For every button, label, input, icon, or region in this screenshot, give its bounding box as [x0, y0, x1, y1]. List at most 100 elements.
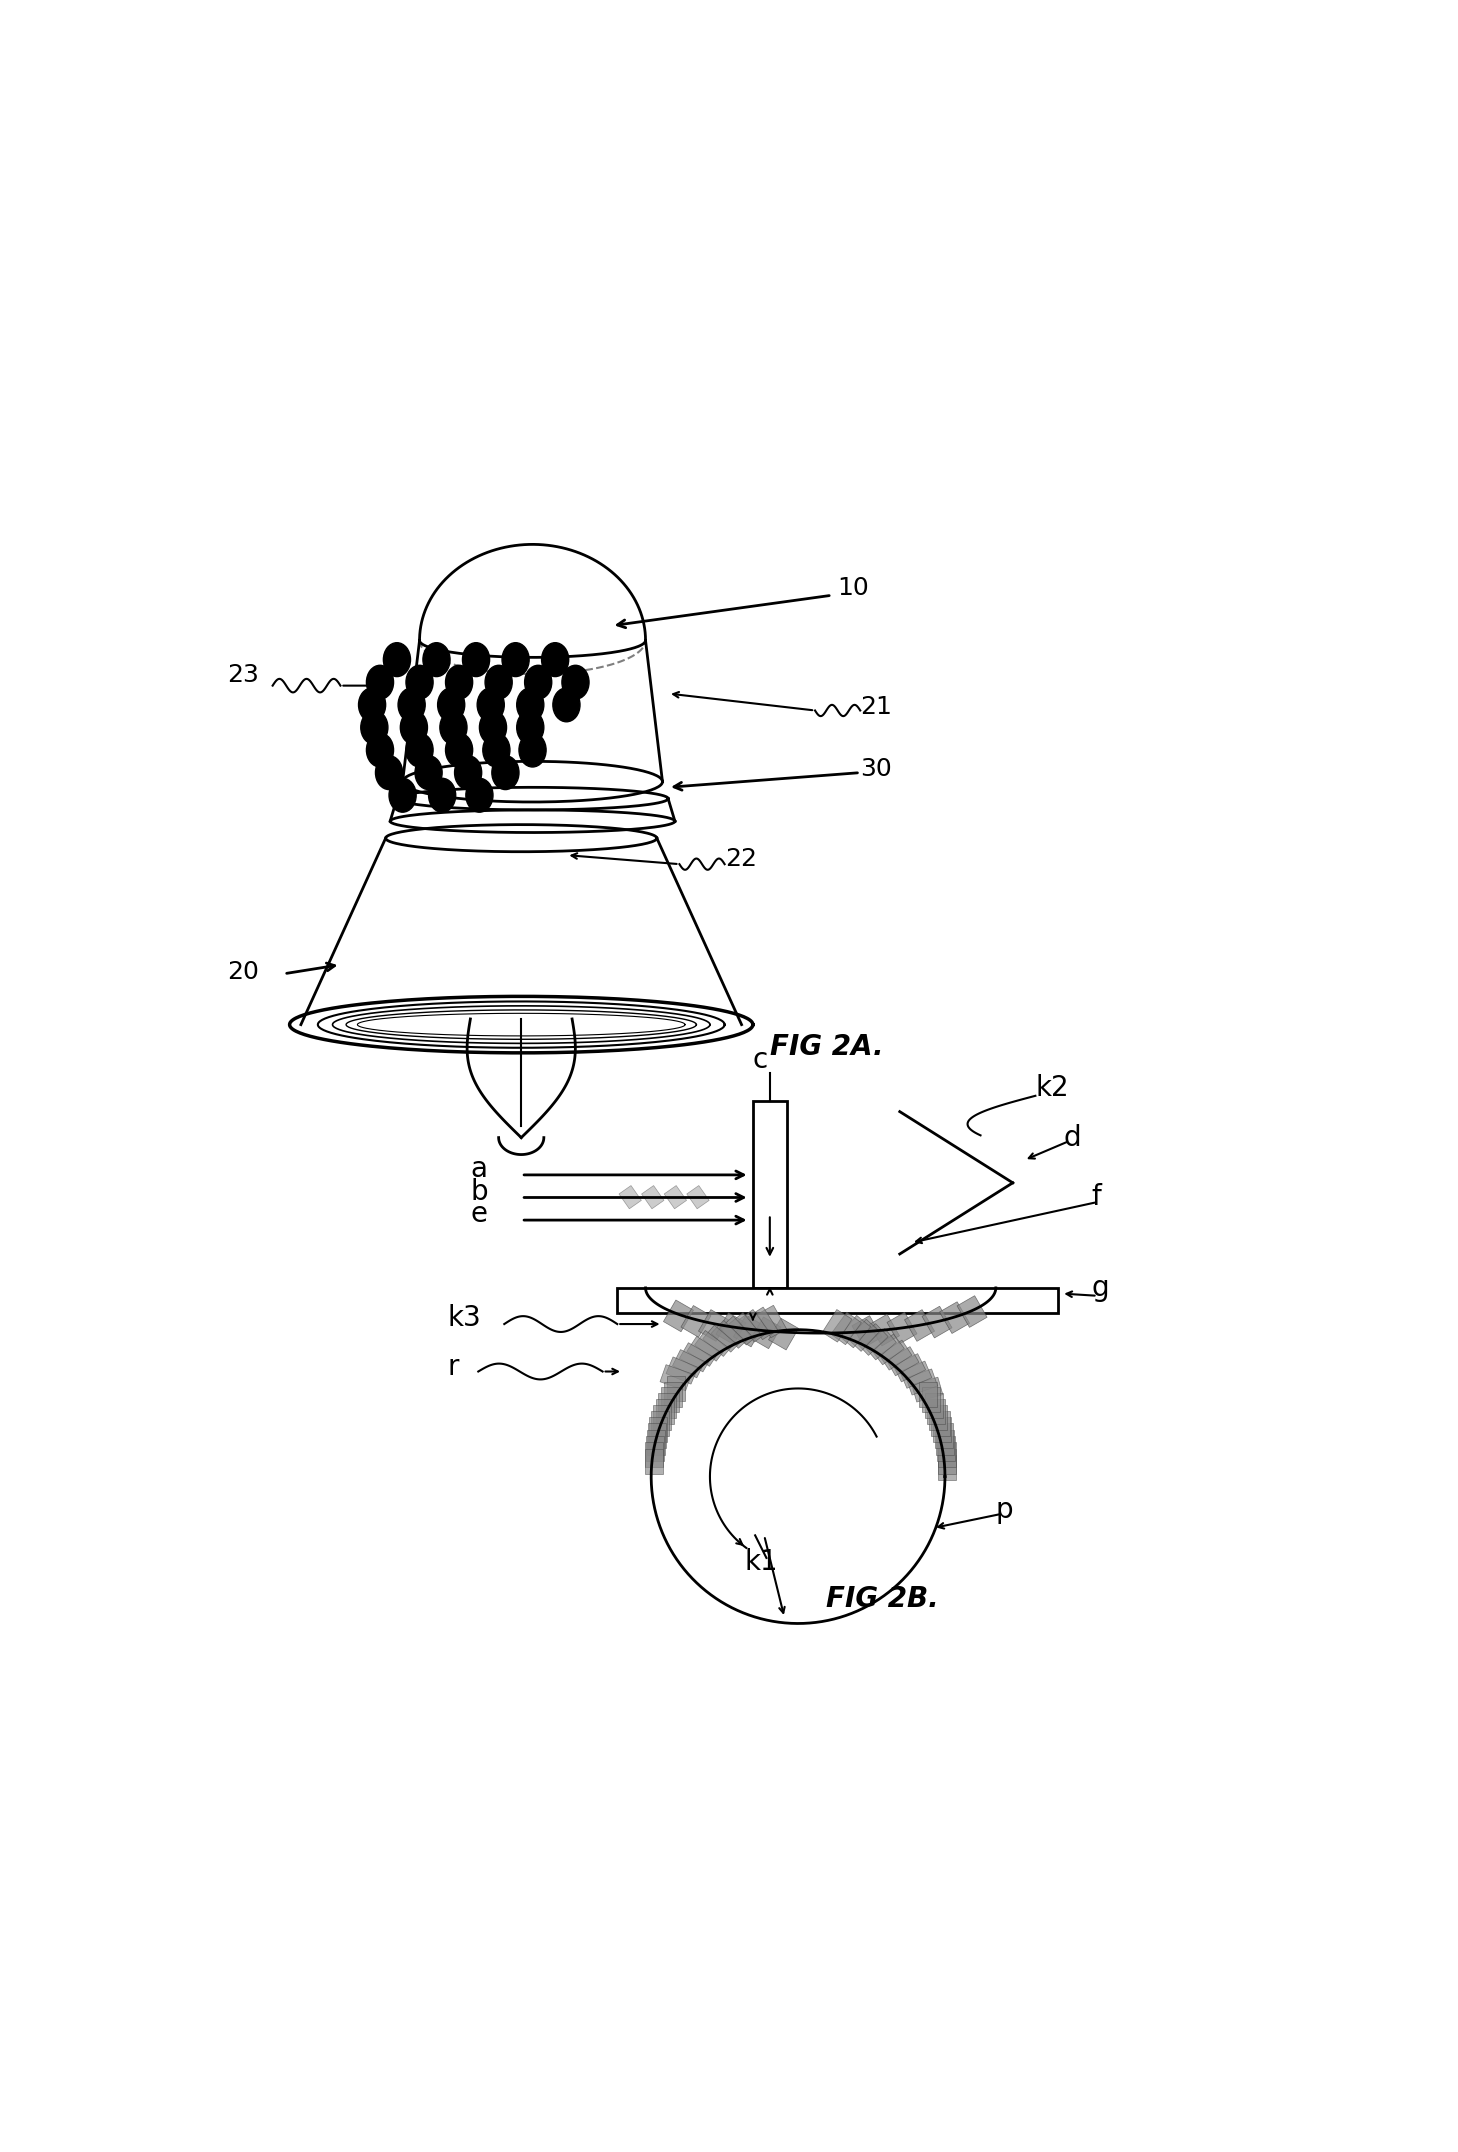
Bar [687, 1186, 709, 1209]
Ellipse shape [483, 734, 510, 766]
Ellipse shape [455, 755, 481, 790]
Bar [703, 1326, 735, 1356]
Bar [886, 1347, 919, 1375]
Bar [694, 1330, 728, 1362]
Bar [663, 1300, 694, 1332]
Bar [672, 1349, 704, 1377]
Ellipse shape [376, 755, 402, 790]
Text: f: f [1092, 1184, 1102, 1212]
Text: 21: 21 [860, 695, 892, 719]
Text: d: d [1064, 1123, 1082, 1151]
Bar [924, 1392, 942, 1418]
Ellipse shape [516, 710, 544, 745]
Bar [758, 1306, 787, 1339]
Ellipse shape [480, 710, 506, 745]
Ellipse shape [366, 665, 394, 699]
Bar [738, 1308, 768, 1343]
Bar [937, 1442, 955, 1468]
Bar [663, 1382, 682, 1407]
Bar [921, 1306, 952, 1339]
Bar [716, 1313, 746, 1345]
Ellipse shape [440, 710, 467, 745]
Ellipse shape [462, 643, 490, 676]
Bar [681, 1306, 712, 1336]
Bar [840, 1315, 870, 1347]
Ellipse shape [467, 779, 493, 811]
Bar [939, 1302, 970, 1334]
Text: FIG 2A.: FIG 2A. [770, 1033, 884, 1061]
Text: 20: 20 [227, 960, 260, 983]
Bar [879, 1341, 911, 1371]
Bar [936, 1429, 954, 1455]
Bar [894, 1354, 926, 1382]
Bar [911, 1377, 943, 1403]
Bar [644, 1448, 662, 1474]
Bar [712, 1321, 744, 1351]
Ellipse shape [405, 734, 433, 766]
Bar [904, 1311, 935, 1341]
Ellipse shape [519, 734, 547, 766]
Bar [666, 1358, 698, 1384]
Bar [849, 1319, 879, 1351]
Text: 10: 10 [837, 577, 869, 600]
Bar [620, 1186, 642, 1209]
Text: g: g [1092, 1274, 1110, 1302]
Ellipse shape [525, 665, 551, 699]
Bar [872, 1334, 904, 1364]
Text: 22: 22 [725, 848, 757, 872]
Bar [905, 1369, 937, 1394]
Bar [937, 1455, 956, 1481]
Bar [886, 1313, 917, 1345]
Bar [649, 1418, 668, 1442]
Bar [927, 1399, 945, 1425]
Bar [729, 1313, 760, 1345]
Ellipse shape [553, 689, 580, 721]
Bar [647, 1422, 666, 1448]
Ellipse shape [446, 734, 472, 766]
Text: k1: k1 [745, 1549, 779, 1577]
Ellipse shape [491, 755, 519, 790]
Bar [646, 1429, 665, 1455]
Bar [644, 1442, 663, 1468]
Bar [733, 1315, 764, 1347]
Ellipse shape [437, 689, 465, 721]
Bar [856, 1323, 888, 1356]
Ellipse shape [429, 779, 456, 811]
Bar [937, 1435, 955, 1461]
Ellipse shape [541, 643, 569, 676]
Bar [642, 1186, 663, 1209]
Text: a: a [471, 1156, 487, 1184]
Bar [822, 1311, 851, 1343]
Text: e: e [471, 1201, 487, 1229]
Text: r: r [448, 1354, 459, 1382]
Bar [617, 1287, 1059, 1313]
Bar [720, 1317, 752, 1349]
Bar [656, 1399, 674, 1425]
Bar [752, 1102, 787, 1287]
Bar [831, 1313, 862, 1345]
Bar [679, 1343, 712, 1371]
Bar [932, 1412, 949, 1435]
Bar [687, 1336, 719, 1367]
Ellipse shape [561, 665, 589, 699]
Text: b: b [471, 1177, 488, 1205]
Bar [698, 1311, 729, 1341]
Bar [869, 1315, 900, 1345]
Text: 23: 23 [227, 663, 260, 686]
Ellipse shape [516, 689, 544, 721]
Ellipse shape [502, 643, 529, 676]
Bar [937, 1448, 956, 1474]
Bar [748, 1306, 777, 1341]
Bar [956, 1296, 987, 1328]
Bar [653, 1405, 671, 1429]
Bar [921, 1388, 940, 1412]
Bar [929, 1405, 948, 1429]
Bar [660, 1388, 679, 1412]
Bar [919, 1382, 936, 1407]
Bar [646, 1435, 663, 1461]
Ellipse shape [423, 643, 451, 676]
Ellipse shape [401, 710, 427, 745]
Text: k3: k3 [448, 1304, 481, 1332]
Text: p: p [996, 1496, 1013, 1524]
Text: FIG 2B.: FIG 2B. [827, 1584, 939, 1612]
